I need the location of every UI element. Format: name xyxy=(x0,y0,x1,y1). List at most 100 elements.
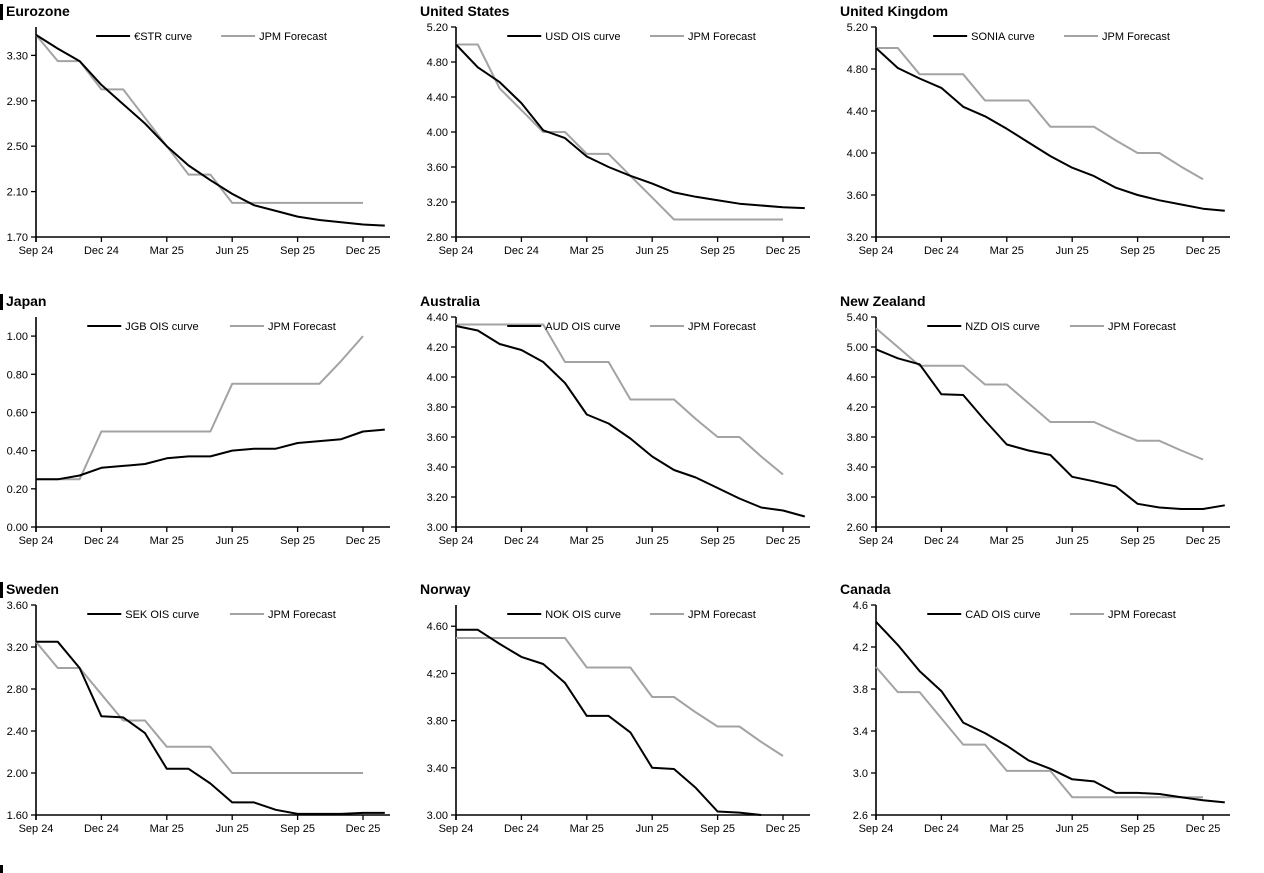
legend-label-jpm-forecast: JPM Forecast xyxy=(1108,321,1176,333)
x-axis-tick-label: Dec 25 xyxy=(346,535,381,547)
x-axis-tick-label: Dec 24 xyxy=(924,535,959,547)
legend-label-jpm-forecast: JPM Forecast xyxy=(259,31,327,43)
chart-title-row: Japan xyxy=(0,290,420,311)
chart-title-row: Norway xyxy=(420,578,840,599)
chart-title: Japan xyxy=(6,293,47,309)
x-axis-tick-label: Mar 25 xyxy=(990,823,1024,835)
chart-title-row: New Zealand xyxy=(840,290,1264,311)
x-axis-tick-label: Dec 24 xyxy=(924,245,959,257)
x-axis-tick-label: Sep 24 xyxy=(439,535,474,547)
y-axis-tick-label: 2.80 xyxy=(7,684,28,696)
y-axis-tick-label: 4.2 xyxy=(853,642,868,654)
y-axis-tick-label: 0.40 xyxy=(7,446,28,458)
y-axis-tick-label: 3.00 xyxy=(427,522,448,534)
y-axis-tick-label: 4.40 xyxy=(427,312,448,324)
x-axis-tick-label: Dec 24 xyxy=(504,535,539,547)
y-axis-tick-label: 3.80 xyxy=(847,432,868,444)
y-axis-tick-label: 0.20 xyxy=(7,484,28,496)
y-axis-tick-label: 5.00 xyxy=(847,342,868,354)
y-axis-tick-label: 2.60 xyxy=(847,522,868,534)
series-line-nzd-ois-curve xyxy=(875,348,1225,510)
series-line-jpm-forecast xyxy=(875,666,1203,799)
y-axis-tick-label: 4.40 xyxy=(427,92,448,104)
chart-title: United Kingdom xyxy=(840,3,949,19)
series-line-str-curve xyxy=(35,34,385,227)
chart-title: Sweden xyxy=(6,581,59,597)
y-axis-tick-label: 3.20 xyxy=(427,492,448,504)
chart-panel-united-states: United States 2.80 3.20 3.60 4.00 4.40 4.80 5.2… xyxy=(420,0,840,290)
x-axis-tick-label: Sep 24 xyxy=(859,535,894,547)
legend-label-nzd-ois-curve: NZD OIS curve xyxy=(965,321,1040,333)
legend-label-jpm-forecast: JPM Forecast xyxy=(1102,31,1170,43)
chart-svg-norway: 3.00 3.40 3.80 4.20 4.60 Sep 24 Dec 24 Mar 25 Ju… xyxy=(427,605,810,835)
chart-title-row: Eurozone xyxy=(0,0,420,21)
x-axis-tick-label: Jun 25 xyxy=(1056,245,1089,257)
x-axis-tick-label: Dec 24 xyxy=(84,823,119,835)
x-axis-tick-label: Sep 24 xyxy=(19,245,54,257)
chart-title-row: Australia xyxy=(420,290,840,311)
series-line-nok-ois-curve xyxy=(456,628,762,816)
x-axis-tick-label: Sep 24 xyxy=(439,823,474,835)
y-axis-tick-label: 2.80 xyxy=(427,232,448,244)
chart-title: Canada xyxy=(840,581,891,597)
y-axis-tick-label: 2.00 xyxy=(7,768,28,780)
legend-label-jpm-forecast: JPM Forecast xyxy=(688,31,756,43)
series-line-jpm-forecast xyxy=(876,47,1204,181)
chart-title: Norway xyxy=(420,581,471,597)
y-axis-tick-label: 4.00 xyxy=(427,372,448,384)
chart-panel-norway: Norway 3.00 3.40 3.80 4.20 4.60 Sep 24 Dec 24 Ma… xyxy=(420,578,840,873)
series-line-cad-ois-curve xyxy=(875,621,1225,804)
section-marker-bar xyxy=(0,581,3,598)
x-axis-tick-label: Dec 24 xyxy=(504,823,539,835)
x-axis-tick-label: Mar 25 xyxy=(570,823,604,835)
chart-title: Eurozone xyxy=(6,3,70,19)
legend-label-jgb-ois-curve: JGB OIS curve xyxy=(125,321,198,333)
y-axis-tick-label: 3.00 xyxy=(847,492,868,504)
x-axis-tick-label: Sep 25 xyxy=(280,245,315,257)
y-axis-tick-label: 2.6 xyxy=(853,810,868,822)
series-line-jpm-forecast xyxy=(35,34,363,204)
chart-panel-canada: Canada 2.6 3.0 3.4 3.8 4.2 4.6 Sep 24 Dec 24 Mar … xyxy=(840,578,1264,873)
legend-label-usd-ois-curve: USD OIS curve xyxy=(545,31,620,43)
y-axis-tick-label: 4.60 xyxy=(427,621,448,633)
series-line-sek-ois-curve xyxy=(36,640,385,815)
series-line-jpm-forecast xyxy=(456,323,784,476)
legend-label-str-curve: €STR curve xyxy=(134,31,192,43)
series-line-aud-ois-curve xyxy=(455,325,806,518)
x-axis-tick-label: Mar 25 xyxy=(990,535,1024,547)
x-axis-tick-label: Dec 24 xyxy=(84,535,119,547)
y-axis-tick-label: 3.60 xyxy=(427,162,448,174)
x-axis-tick-label: Jun 25 xyxy=(636,535,669,547)
x-axis-tick-label: Jun 25 xyxy=(636,245,669,257)
y-axis-tick-label: 2.40 xyxy=(7,726,28,738)
chart-svg-united-kingdom: 3.20 3.60 4.00 4.40 4.80 5.20 Sep 24 Dec 24 Mar … xyxy=(847,22,1230,257)
y-axis-tick-label: 0.00 xyxy=(7,522,28,534)
y-axis-tick-label: 4.6 xyxy=(853,600,868,612)
y-axis-tick-label: 4.20 xyxy=(847,402,868,414)
y-axis-tick-label: 1.60 xyxy=(7,810,28,822)
legend-label-jpm-forecast: JPM Forecast xyxy=(268,321,336,333)
x-axis-tick-label: Sep 24 xyxy=(859,823,894,835)
y-axis-tick-label: 3.30 xyxy=(7,50,28,62)
chart-title-row: United Kingdom xyxy=(840,0,1264,21)
x-axis-tick-label: Dec 24 xyxy=(924,823,959,835)
y-axis-tick-label: 3.00 xyxy=(427,810,448,822)
x-axis-tick-label: Sep 25 xyxy=(280,535,315,547)
x-axis-tick-label: Sep 25 xyxy=(700,245,735,257)
series-line-jpm-forecast xyxy=(875,327,1204,461)
x-axis-tick-label: Dec 24 xyxy=(84,245,119,257)
x-axis-tick-label: Jun 25 xyxy=(1056,823,1089,835)
y-axis-tick-label: 2.90 xyxy=(7,96,28,108)
chart-title-row: Sweden xyxy=(0,578,420,599)
legend-label-jpm-forecast: JPM Forecast xyxy=(1108,609,1176,621)
x-axis-tick-label: Dec 25 xyxy=(766,535,801,547)
x-axis-tick-label: Sep 25 xyxy=(1120,823,1155,835)
y-axis-tick-label: 4.60 xyxy=(847,372,868,384)
y-axis-tick-label: 5.40 xyxy=(847,312,868,324)
x-axis-tick-label: Dec 25 xyxy=(346,823,381,835)
y-axis-tick-label: 4.20 xyxy=(427,342,448,354)
chart-panel-sweden: Sweden 1.60 2.00 2.40 2.80 3.20 3.60 Sep 24 Dec … xyxy=(0,578,420,873)
y-axis-tick-label: 4.80 xyxy=(847,64,868,76)
y-axis-tick-label: 1.70 xyxy=(7,232,28,244)
y-axis-tick-label: 3.4 xyxy=(853,726,868,738)
